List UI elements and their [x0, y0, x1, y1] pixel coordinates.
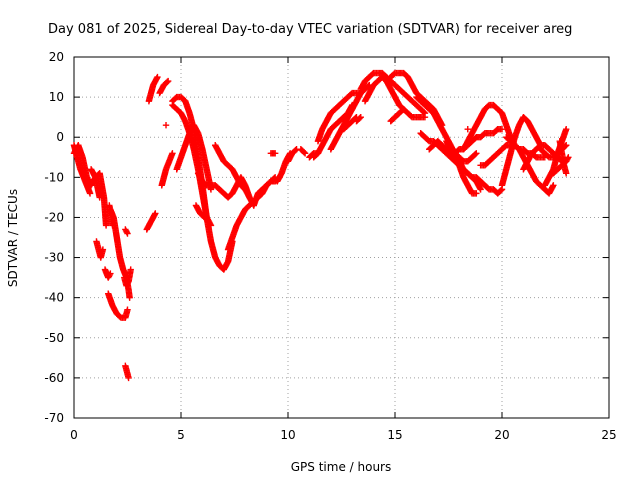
- data-point: [86, 190, 94, 197]
- series-arc-k: [122, 362, 132, 382]
- series-arc-c: [87, 166, 103, 201]
- data-point: [357, 113, 364, 121]
- series-arc-ba: [556, 138, 570, 177]
- data-point: [565, 154, 572, 161]
- series-arc-ag: [340, 113, 360, 133]
- series-arc-j: [122, 226, 131, 237]
- data-point: [563, 126, 570, 133]
- y-tick-label: -10: [44, 170, 64, 184]
- series-arc-e: [101, 266, 114, 281]
- data-point: [124, 230, 131, 237]
- data-point: [563, 170, 570, 177]
- series-arc-as: [451, 126, 506, 157]
- data-point: [154, 73, 161, 81]
- data-point: [201, 214, 208, 221]
- series-arc-g: [105, 290, 131, 321]
- y-tick-label: -20: [44, 210, 64, 224]
- series-arc-av: [503, 134, 557, 197]
- series-arc-n: [156, 77, 172, 97]
- data-point: [421, 113, 429, 121]
- data-point: [200, 213, 207, 220]
- series-arc-o: [158, 150, 176, 189]
- series-arc-d: [93, 238, 107, 261]
- data-marks: [70, 69, 572, 382]
- data-point: [106, 271, 113, 279]
- series-arc-l: [143, 210, 159, 233]
- series-arc-aa: [284, 146, 300, 165]
- x-tick-label: 10: [280, 428, 295, 442]
- grid: [74, 57, 609, 418]
- data-point: [162, 121, 170, 129]
- y-tick-label: 10: [49, 90, 64, 104]
- data-point: [123, 228, 130, 236]
- data-point: [126, 294, 133, 301]
- data-point: [96, 194, 103, 201]
- series-arc-h: [107, 206, 133, 301]
- data-point: [292, 146, 299, 154]
- data-point: [301, 150, 309, 157]
- x-tick-label: 20: [494, 428, 509, 442]
- data-point: [497, 186, 505, 194]
- data-point: [207, 222, 215, 229]
- x-axis-label: GPS time / hours: [291, 460, 392, 474]
- data-point: [473, 150, 480, 157]
- data-point: [107, 270, 114, 277]
- data-point: [464, 126, 471, 133]
- data-point: [99, 246, 107, 253]
- series-arc-aq: [464, 126, 471, 133]
- data-point: [271, 150, 279, 157]
- data-point: [399, 106, 406, 114]
- plot-frame: [73, 56, 610, 419]
- data-point: [472, 150, 479, 158]
- series-arc-p: [162, 121, 170, 129]
- y-tick-label: -40: [44, 291, 64, 305]
- series-arc-m: [145, 73, 161, 105]
- y-axis-label: SDTVAR / TECUs: [6, 189, 20, 287]
- series-arc-ab: [297, 146, 309, 157]
- axis-ticks: 0 5 10 15 20 25 -70 -60 -50 -40 -30 -20 -10 0 10 20: [44, 50, 616, 442]
- data-point: [125, 374, 132, 382]
- data-point: [400, 105, 407, 113]
- series-arc-af: [327, 81, 373, 153]
- data-point: [498, 126, 506, 133]
- chart-title: Day 081 of 2025, Sidereal Day-to-day VTE…: [48, 22, 572, 37]
- x-tick-label: 25: [601, 428, 616, 442]
- series-arc-u: [192, 202, 208, 221]
- y-tick-label: 20: [49, 50, 64, 64]
- data-point: [164, 78, 171, 86]
- data-point: [169, 150, 176, 157]
- data-point: [477, 186, 484, 193]
- data-point: [152, 210, 159, 217]
- data-point: [124, 306, 131, 313]
- data-point: [164, 77, 172, 85]
- x-tick-label: 0: [70, 428, 78, 442]
- series-arc-v: [212, 142, 257, 209]
- series-arc-al: [387, 105, 407, 125]
- data-point: [356, 114, 364, 122]
- series-arc-ah: [353, 113, 364, 125]
- series-arc-ap: [443, 138, 480, 197]
- data-point: [102, 222, 110, 229]
- series-arc-ai: [357, 69, 429, 117]
- y-tick-label: -30: [44, 251, 64, 265]
- y-tick-label: -50: [44, 331, 64, 345]
- x-tick-label: 5: [177, 428, 185, 442]
- x-tick-label: 15: [387, 428, 402, 442]
- y-tick-label: -60: [44, 371, 64, 385]
- data-point: [563, 142, 570, 149]
- y-tick-label: 0: [56, 130, 64, 144]
- series-arc-i: [121, 266, 134, 289]
- data-point: [550, 182, 557, 189]
- data-point: [473, 190, 480, 197]
- series-arc-b: [70, 142, 110, 229]
- series-arc-y: [267, 150, 279, 157]
- y-tick-label: -70: [44, 411, 64, 425]
- data-point: [301, 149, 308, 156]
- data-point: [127, 266, 134, 273]
